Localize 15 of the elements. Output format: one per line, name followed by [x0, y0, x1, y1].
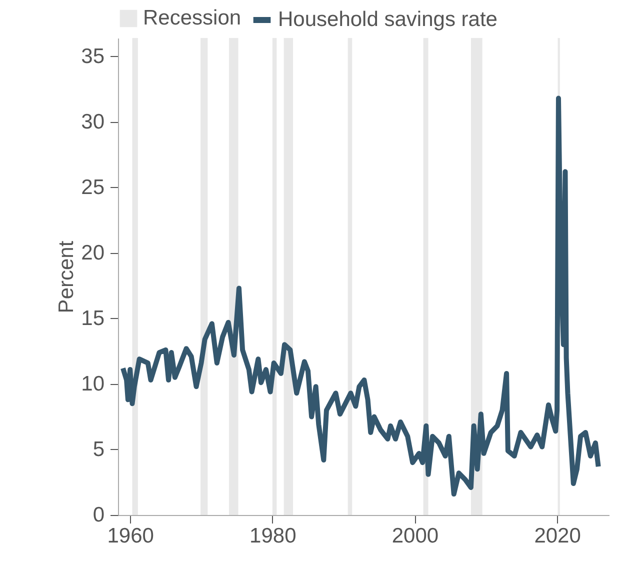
x-tick-label: 2000 [392, 524, 439, 548]
y-tick-label: 0 [92, 504, 104, 526]
x-tick-label: 1960 [107, 524, 154, 548]
x-tick-label: 2020 [534, 524, 581, 548]
y-tick-label: 5 [92, 438, 104, 461]
y-tick-label: 35 [81, 44, 104, 68]
y-tick-label: 30 [81, 110, 104, 134]
y-axis-title: Percent [55, 240, 78, 314]
x-tick-label: 1980 [250, 524, 296, 548]
y-tick-label: 25 [81, 176, 104, 199]
y-tick-label: 15 [81, 306, 104, 330]
legend-label: Household savings rate [278, 8, 498, 31]
legend-label: Recession [143, 6, 242, 30]
y-tick-label: 10 [81, 372, 104, 396]
y-tick-label: 20 [81, 241, 104, 264]
